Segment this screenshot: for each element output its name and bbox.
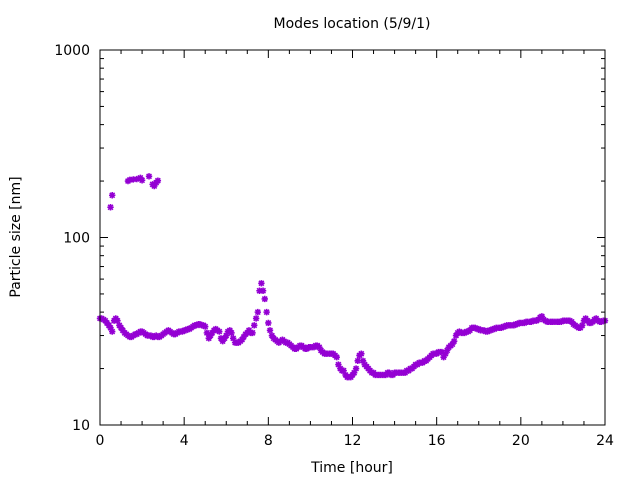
data-point [145,173,153,180]
data-point [217,335,225,342]
data-point [352,365,360,372]
data-point [107,204,114,211]
data-point [261,295,268,303]
data-point [109,192,116,199]
data-point [138,177,146,184]
data-point [333,353,340,361]
data-point [251,322,258,329]
data-point [130,176,137,183]
data-point [440,353,447,361]
y-axis-label: Particle size [nm] [8,176,24,297]
data-point [443,347,451,354]
data-point [203,329,211,337]
y-tick-label: 100 [63,231,90,247]
data-point [579,322,586,329]
data-point [109,328,116,335]
data-point [216,328,223,335]
data-point [133,175,141,183]
x-tick-label: 12 [344,433,362,449]
data-point [259,287,267,294]
data-point [442,350,449,357]
data-point [354,357,361,364]
chart-title: Modes location (5/9/1) [274,16,431,32]
data-point [450,337,458,345]
data-point [359,357,367,364]
x-tick-label: 0 [96,433,105,449]
x-tick-label: 20 [512,433,530,449]
data-point [107,324,114,331]
data-point [151,182,158,190]
x-tick-label: 24 [596,433,614,449]
data-point [114,317,121,324]
x-tick-label: 16 [428,433,446,449]
x-tick-label: 8 [264,433,273,449]
x-tick-label: 4 [180,433,189,449]
data-point [252,315,260,322]
data-point [350,369,358,376]
data-point [228,329,235,337]
data-point [263,308,270,316]
data-point [258,280,265,287]
y-tick-label: 10 [72,418,90,434]
y-tick-label: 1000 [54,43,90,59]
data-point [249,329,256,337]
data-point [266,327,274,334]
plot-axes: 0 4 8 12 16 20 24 10 100 1000 [54,43,614,449]
plot-frame [99,49,606,426]
data-point [340,367,347,374]
data-point [202,323,209,330]
data-point [449,340,456,348]
data-point [335,361,342,368]
data-point [265,319,272,327]
data-point [154,177,162,184]
data-point [538,313,546,320]
data-point [223,332,230,339]
data-point [256,287,263,294]
data-point [229,335,237,342]
data-point [438,348,446,356]
x-axis-label: Time [hour] [310,460,393,476]
data-points [96,173,609,381]
data-point [254,308,262,316]
data-point [316,343,323,351]
data-point [126,176,134,184]
data-point [358,350,365,357]
